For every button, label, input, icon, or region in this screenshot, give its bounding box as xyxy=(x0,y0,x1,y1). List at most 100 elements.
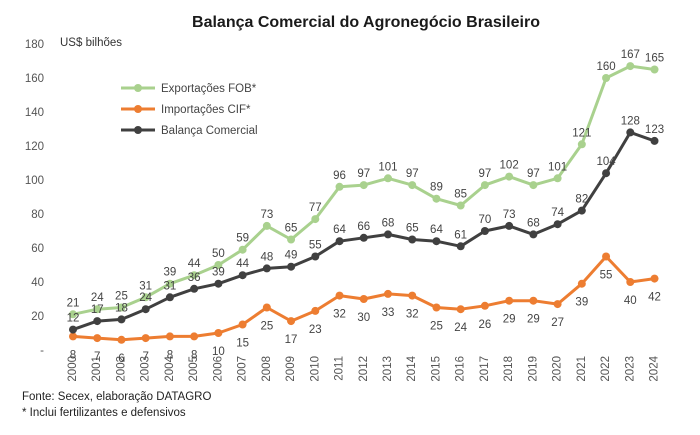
data-label: 65 xyxy=(285,223,298,235)
data-point xyxy=(480,301,489,310)
data-label: 10 xyxy=(212,346,225,358)
data-point xyxy=(626,128,635,137)
x-tick-label: 2015 xyxy=(430,356,442,382)
x-tick-label: 2004 xyxy=(164,355,176,381)
x-tick-label: 2021 xyxy=(576,356,588,382)
data-point xyxy=(383,289,392,298)
x-tick-label: 2019 xyxy=(527,356,539,382)
data-label: 15 xyxy=(236,338,249,350)
legend-label: Balança Comercial xyxy=(161,125,258,137)
data-label: 32 xyxy=(406,309,419,321)
data-label: 39 xyxy=(575,297,588,309)
legend-label: Exportações FOB* xyxy=(161,83,257,95)
data-point xyxy=(383,230,392,239)
data-label: 31 xyxy=(139,280,152,292)
x-tick-label: 2000 xyxy=(67,356,79,382)
data-label: 64 xyxy=(333,224,346,236)
chart-title: Balança Comercial do Agronegócio Brasile… xyxy=(192,14,540,31)
data-label: 44 xyxy=(188,258,201,270)
data-label: 102 xyxy=(500,160,519,172)
data-label: 55 xyxy=(600,270,613,282)
unit-label: US$ bilhões xyxy=(60,37,122,49)
data-label: 36 xyxy=(188,272,201,284)
data-label: 97 xyxy=(527,168,540,180)
y-tick-label: 40 xyxy=(31,277,44,289)
data-point xyxy=(117,335,126,344)
data-label: 25 xyxy=(430,321,443,333)
data-label: 31 xyxy=(164,280,177,292)
data-label: 128 xyxy=(621,115,640,127)
data-point xyxy=(359,181,368,190)
data-point xyxy=(408,235,417,244)
data-point xyxy=(335,182,344,191)
data-label: 73 xyxy=(260,209,273,221)
data-point xyxy=(359,233,368,242)
data-label: 160 xyxy=(596,61,615,73)
data-point xyxy=(602,74,611,82)
data-point xyxy=(190,332,199,341)
data-label: 85 xyxy=(454,189,467,201)
data-point xyxy=(141,334,150,343)
data-point xyxy=(650,274,659,283)
y-axis: - 20 40 60 80 100 120 140 160 180 xyxy=(25,39,44,357)
data-label: 123 xyxy=(645,124,664,136)
data-point xyxy=(529,230,538,239)
data-label: 101 xyxy=(378,161,397,173)
data-label: 39 xyxy=(164,267,177,279)
data-label: 25 xyxy=(260,321,273,333)
y-tick-label: 20 xyxy=(31,311,44,323)
data-label: 24 xyxy=(454,322,467,334)
data-point xyxy=(335,237,344,246)
data-label: 23 xyxy=(309,324,322,336)
data-label: 49 xyxy=(285,250,298,262)
data-point xyxy=(214,261,223,269)
data-label: 66 xyxy=(357,221,370,233)
y-tick-label: 80 xyxy=(31,209,44,221)
data-point xyxy=(93,317,102,326)
data-label: 48 xyxy=(260,251,273,263)
data-label: 8 xyxy=(70,349,76,361)
x-tick-label: 2020 xyxy=(552,356,564,382)
data-point xyxy=(238,320,247,329)
data-label: 7 xyxy=(142,351,148,363)
data-label: 6 xyxy=(118,353,124,365)
data-label: 89 xyxy=(430,182,443,194)
data-point xyxy=(165,293,174,302)
data-point xyxy=(335,291,344,300)
data-point xyxy=(383,174,392,183)
data-point xyxy=(529,181,538,190)
x-tick-label: 2010 xyxy=(309,356,321,382)
data-label: 18 xyxy=(115,302,128,314)
data-point xyxy=(262,221,271,230)
footer-notes: Fonte: Secex, elaboração DATAGRO * Inclu… xyxy=(22,389,211,421)
data-label: 165 xyxy=(645,53,664,65)
data-label: 121 xyxy=(572,127,591,139)
data-point xyxy=(165,279,174,288)
data-label: 39 xyxy=(212,267,225,279)
data-point xyxy=(505,296,514,305)
data-point xyxy=(238,245,247,254)
data-label: 82 xyxy=(575,194,588,206)
data-point xyxy=(93,334,102,343)
data-point xyxy=(311,306,320,315)
series-lines xyxy=(69,62,659,344)
data-point xyxy=(141,305,150,314)
data-label: 64 xyxy=(430,224,443,236)
data-label: 61 xyxy=(454,229,467,241)
data-label: 17 xyxy=(91,304,104,316)
data-label: 70 xyxy=(479,214,492,226)
x-tick-label: 2018 xyxy=(503,356,515,382)
x-tick-label: 2005 xyxy=(188,356,200,382)
data-label: 68 xyxy=(527,217,540,229)
data-point xyxy=(505,172,514,181)
data-point xyxy=(359,295,368,303)
data-point xyxy=(650,136,659,145)
data-point xyxy=(650,65,659,74)
x-tick-label: 2012 xyxy=(358,356,370,382)
data-point xyxy=(480,181,489,190)
x-tick-label: 2011 xyxy=(334,356,346,381)
data-point xyxy=(287,235,296,244)
data-label: 97 xyxy=(479,168,492,180)
y-tick-label: 60 xyxy=(31,243,44,255)
data-point xyxy=(287,262,296,271)
